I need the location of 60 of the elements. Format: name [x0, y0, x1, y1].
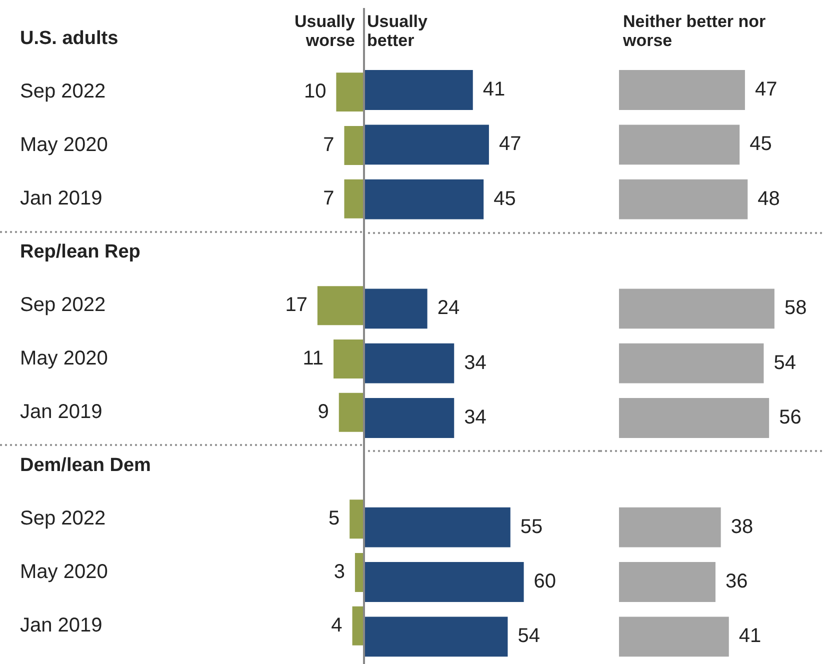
series-label: Usually worse	[294, 12, 355, 50]
bar	[354, 553, 363, 592]
bar	[344, 179, 363, 218]
y-tick-label: Sep 2022	[20, 294, 106, 316]
bar	[344, 126, 363, 165]
bar	[619, 179, 748, 220]
bar	[619, 124, 740, 165]
bar	[336, 72, 363, 112]
data-label: 54	[774, 352, 796, 374]
y-tick-label: Sep 2022	[20, 80, 106, 103]
data-label: 41	[482, 78, 506, 101]
y-tick-label: Jan 2019	[20, 614, 102, 636]
bar	[619, 398, 770, 438]
data-label: 60	[534, 570, 556, 593]
data-label: 4	[331, 614, 342, 636]
bar	[317, 286, 363, 326]
data-label: 34	[464, 406, 486, 429]
y-tick-label: May 2020	[20, 561, 108, 584]
bar	[619, 343, 764, 384]
y-tick-label: Jan 2019	[20, 400, 102, 423]
bar	[619, 507, 721, 548]
bar	[619, 70, 745, 110]
data-label: 34	[464, 352, 486, 374]
y-tick-label: Jan 2019	[20, 187, 102, 210]
data-label: 24	[437, 297, 460, 320]
data-label: 7	[323, 187, 334, 210]
y-tick-label: May 2020	[20, 348, 108, 370]
data-label: 55	[520, 516, 543, 538]
data-label: 9	[318, 400, 329, 423]
bar	[334, 340, 363, 378]
data-label: 56	[779, 406, 802, 429]
data-label: 38	[730, 516, 754, 538]
bar	[338, 392, 363, 432]
data-label: 47	[754, 78, 778, 101]
data-label: 5	[328, 508, 340, 530]
data-label: 10	[304, 80, 326, 103]
bar	[619, 616, 729, 657]
data-label: 11	[302, 348, 324, 370]
data-label: 3	[334, 561, 345, 584]
series-label: Neither better nor worse	[623, 12, 767, 50]
bar	[352, 606, 363, 646]
data-label: 36	[725, 570, 748, 593]
data-label: 47	[498, 133, 522, 156]
data-label: 45	[494, 188, 516, 210]
y-tick-label: Dem/lean Dem	[20, 454, 151, 476]
series-label: Usually better	[367, 12, 428, 50]
y-tick-label: May 2020	[20, 134, 108, 156]
data-label: 54	[518, 625, 540, 648]
data-label: 17	[285, 294, 308, 316]
y-tick-label: Rep/lean Rep	[20, 241, 140, 262]
data-label: 41	[738, 625, 762, 648]
bar	[619, 562, 716, 602]
data-label: 7	[323, 134, 334, 156]
y-tick-label: Sep 2022	[20, 508, 106, 530]
data-label: 48	[758, 188, 780, 210]
data-label: 45	[750, 133, 772, 156]
data-label: 58	[784, 297, 807, 320]
bar	[619, 288, 774, 329]
y-tick-label: U.S. adults	[20, 28, 118, 49]
bar	[350, 500, 363, 539]
